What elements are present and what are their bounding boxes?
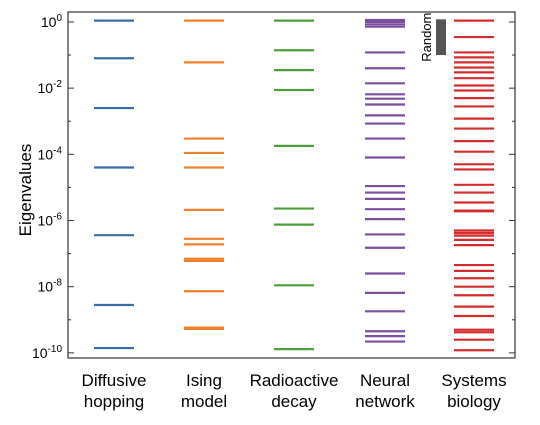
y-axis-label: Eigenvalues [16, 144, 35, 237]
category-label: Radioactive [250, 371, 339, 390]
y-tick-label: 10-8 [38, 278, 63, 295]
category-label: Neural [360, 371, 410, 390]
plot-frame [67, 11, 516, 359]
category-label: Diffusive [82, 371, 147, 390]
category-label: Ising [186, 371, 222, 390]
axis-layer: 100 10-2 10-4 10-6 10-8 10-10 [32, 11, 516, 361]
y-tick-label: 100 [41, 13, 63, 30]
category-label: Systems [441, 371, 506, 390]
category-label: model [181, 392, 227, 411]
y-tick-label: 10-4 [38, 145, 63, 162]
y-tick-label: 10-2 [38, 79, 63, 96]
category-label: biology [447, 392, 501, 411]
marks-layer [94, 18, 494, 352]
random-label: Random [419, 13, 434, 62]
annotation-layer: Random [419, 13, 446, 62]
category-label: decay [271, 392, 317, 411]
labels-layer: Diffusive hopping Ising model Radioactive dec… [82, 371, 507, 411]
category-label: hopping [84, 392, 145, 411]
y-tick-label: 10-6 [38, 212, 63, 229]
random-range-bar [436, 19, 446, 56]
category-label: network [355, 392, 415, 411]
y-tick-label: 10-10 [32, 344, 62, 361]
